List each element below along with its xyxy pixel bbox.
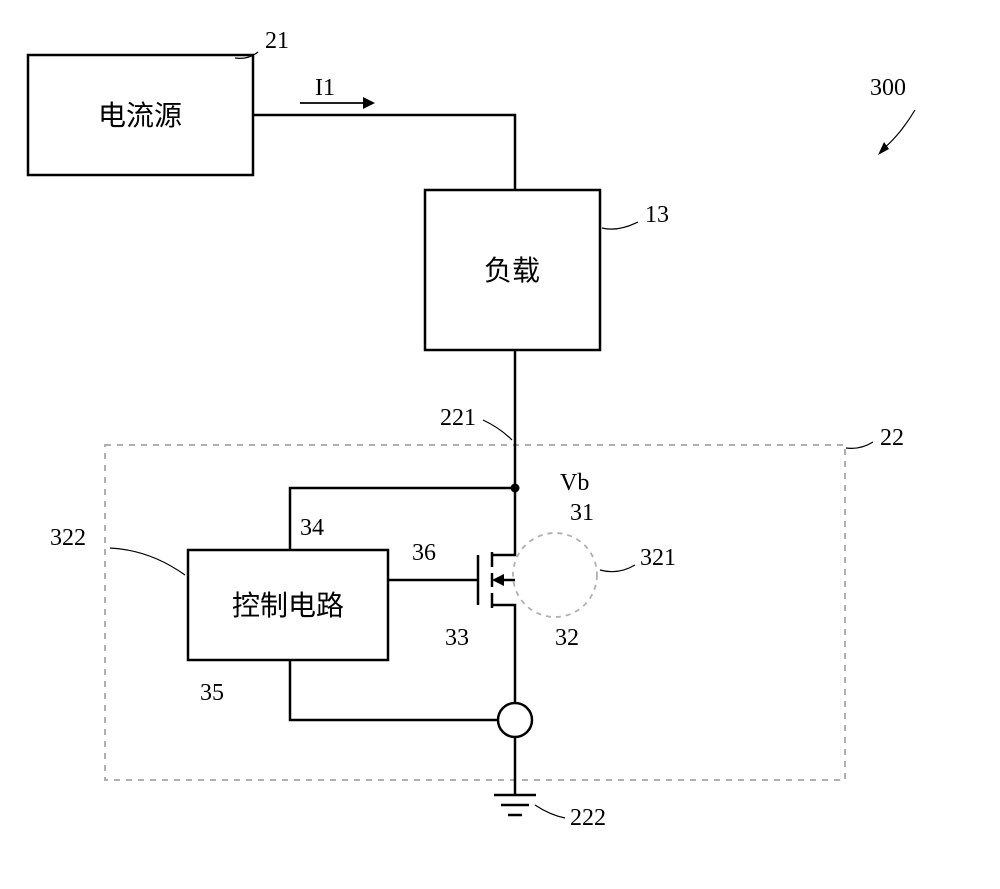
control-circuit-label: 控制电路: [232, 590, 344, 622]
ref-321: 321: [640, 545, 676, 571]
ref-13: 13: [645, 202, 669, 228]
ref-31: 31: [570, 500, 594, 526]
ref-35: 35: [200, 680, 224, 706]
wire-src-to-load: [253, 115, 515, 190]
ref-33: 33: [445, 625, 469, 651]
ground-symbol: [494, 795, 536, 815]
ref-22: 22: [880, 425, 904, 451]
ref-21: 21: [265, 28, 289, 54]
vb-label: Vb: [560, 470, 589, 496]
circuit-diagram: 电流源 负载 控制电路 I1: [0, 0, 1000, 889]
load-label: 负载: [484, 255, 540, 287]
figure-ref-300: 300: [870, 75, 915, 155]
ref-34: 34: [300, 515, 324, 541]
current-source-label: 电流源: [98, 100, 182, 132]
ref-322: 322: [50, 525, 86, 551]
ref-221: 221: [440, 405, 476, 431]
sense-circle: [498, 703, 532, 737]
mosfet-ref-circle: [513, 533, 597, 617]
ref-32: 32: [555, 625, 579, 651]
mosfet-321: [465, 533, 597, 617]
i1-label: I1: [315, 75, 335, 101]
region-22-box: [105, 445, 845, 780]
current-arrow-i1: I1: [300, 75, 375, 109]
wire-ctrl-bot: [290, 660, 498, 720]
ref-222: 222: [570, 805, 606, 831]
svg-text:300: 300: [870, 75, 906, 101]
ref-36: 36: [412, 540, 436, 566]
